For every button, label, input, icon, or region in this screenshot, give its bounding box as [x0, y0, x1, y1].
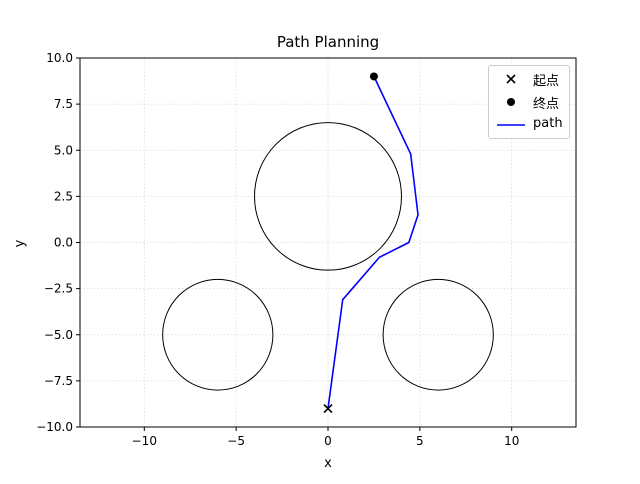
start-marker: [323, 403, 333, 414]
obstacle-circle: [382, 278, 494, 391]
obstacles: [162, 122, 494, 391]
legend-item-path: path: [489, 114, 569, 136]
y-tick-label: 10.0: [46, 51, 73, 65]
legend-label-start: 起点: [533, 74, 560, 89]
obstacle-circle: [162, 278, 274, 391]
obstacle-circle: [254, 122, 402, 271]
path-line: [327, 76, 419, 409]
x-marker-icon: [506, 74, 516, 84]
x-tick-label: 10: [504, 434, 519, 448]
y-tick-label: −10.0: [36, 420, 73, 434]
dot-marker-icon: [507, 98, 515, 106]
x-tick-label: −5: [227, 434, 245, 448]
x-tick-label: −10: [132, 434, 157, 448]
y-tick-label: −2.5: [44, 282, 73, 296]
legend-label-goal: 终点: [533, 97, 560, 112]
y-tick-label: −7.5: [44, 374, 73, 388]
legend-label-path: path: [533, 116, 563, 131]
y-tick-label: 5.0: [54, 143, 73, 157]
markers: [323, 72, 378, 414]
line-swatch-icon: [497, 124, 525, 126]
y-tick-label: 0.0: [54, 236, 73, 250]
y-axis-label: y: [12, 239, 28, 248]
legend-item-goal: 终点: [489, 91, 569, 113]
y-tick-label: 2.5: [54, 189, 73, 203]
chart-title: Path Planning: [276, 33, 380, 51]
goal-marker: [369, 72, 378, 81]
path-series: [327, 76, 419, 409]
legend-item-start: 起点: [489, 68, 569, 90]
ticks: −10 −5 0 5 10 −10.0 −7.5 −5.0 −2.5 0.0 2.5 5.0 7.5 10…: [36, 51, 519, 448]
x-axis-label: x: [324, 456, 332, 471]
start-marker-stroke: [323, 403, 333, 414]
y-tick-label: −5.0: [44, 328, 73, 342]
y-tick-label: 7.5: [54, 97, 73, 111]
legend: 起点 终点 path: [488, 65, 570, 139]
x-tick-label: 0: [324, 434, 332, 448]
x-tick-label: 5: [416, 434, 424, 448]
